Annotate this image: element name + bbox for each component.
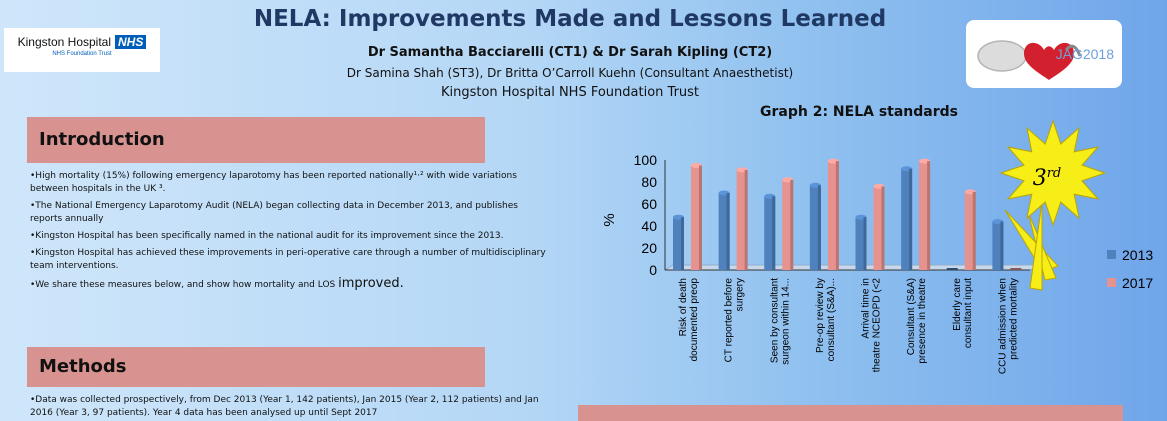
bar-2013: [764, 196, 776, 270]
y-tick-label: 80: [641, 174, 657, 190]
bar-shade-2013: [772, 196, 776, 270]
authors-other: Dr Samina Shah (ST3), Dr Britta O’Carrol…: [346, 66, 794, 80]
bar-shade-2013: [909, 168, 913, 270]
poster-title: NELA: Improvements Made and Lessons Lear…: [253, 6, 887, 32]
intro-bullet: •Kingston Hospital has achieved these im…: [30, 248, 546, 271]
bar-shade-2017: [790, 179, 794, 270]
legend-label-2013: 2013: [1122, 247, 1153, 263]
x-category-label: Arrival time intheatre NCEOPD (<2: [861, 278, 883, 373]
intro-bullet-last: •We share these measures below, and show…: [30, 277, 550, 292]
bar-shade-2013: [681, 217, 684, 270]
bar-shade-2013: [863, 217, 867, 270]
bar-2013: [855, 217, 867, 270]
authors-main: Dr Samantha Bacciarelli (CT1) & Dr Sarah…: [367, 45, 773, 60]
x-category-label: CCU admission whenpredicted mortality: [997, 278, 1019, 374]
legend-swatch-2013: [1107, 250, 1116, 259]
bar-shade-2013: [726, 193, 730, 270]
x-category-label: Seen by consultantsurgeon within 14...: [769, 278, 791, 365]
bar-shade-2017: [699, 165, 702, 270]
y-tick-label: 40: [641, 218, 657, 234]
logo-hospital-name: Kingston Hospital NHS: [4, 35, 160, 49]
bar-shade-2017: [744, 169, 748, 270]
bar-2017: [736, 169, 748, 270]
bar-2013: [946, 268, 958, 270]
bar-2017: [827, 161, 839, 270]
legend-label-2017: 2017: [1122, 275, 1153, 291]
intro-bullet: •The National Emergency Laparotomy Audit…: [30, 201, 518, 224]
bar-2017: [873, 186, 885, 270]
y-axis-label: %: [601, 213, 618, 226]
bar-2013: [718, 193, 730, 270]
intro-bullet-last-text: •We share these measures below, and show…: [30, 280, 339, 290]
introduction-heading: Introduction: [27, 117, 485, 163]
callout-tail: [1029, 201, 1043, 291]
kingston-hospital-logo: Kingston Hospital NHS NHS Foundation Trus…: [4, 28, 160, 72]
methods-heading: Methods: [27, 347, 485, 387]
bar-2013: [992, 221, 1004, 270]
y-tick-label: 20: [641, 240, 657, 256]
y-tick-label: 100: [634, 152, 658, 168]
star-annotation-text: 3rd: [1033, 166, 1062, 191]
heart-stethoscope-icon: [977, 40, 1082, 80]
nela-standards-chart: 0 20 40 60 80 100% Risk of deathdocumented pre…: [601, 120, 1153, 374]
bar-2013: [901, 168, 913, 270]
results-heading-bar: [578, 405, 1123, 421]
institution: Kingston Hospital NHS Foundation Trust: [440, 85, 700, 100]
star-burst-icon: [999, 120, 1107, 227]
methods-bullet: •Data was collected prospectively, from …: [30, 395, 539, 418]
x-category-label: Risk of deathdocumented preop: [678, 278, 700, 362]
bar-shade-2013: [1000, 221, 1004, 270]
bar-shade-2017: [881, 186, 885, 270]
x-category-label: Consultant (S&A)presence in theatre: [906, 278, 928, 364]
logo-name-text: Kingston Hospital: [17, 35, 112, 49]
bar-2013: [809, 185, 821, 270]
bar-2017: [1010, 268, 1022, 270]
intro-bullet: •Kingston Hospital has been specifically…: [30, 231, 504, 241]
bar-shade-2017: [835, 161, 839, 270]
jag-logo-text: JAG2018: [1055, 46, 1114, 62]
y-tick-label: 0: [649, 262, 657, 278]
jag-logo: JAG2018: [966, 20, 1122, 88]
bar-2017: [782, 179, 794, 270]
bar-2017: [691, 165, 702, 270]
bar-shade-2017: [972, 191, 976, 270]
methods-text: •Data was collected prospectively, from …: [30, 394, 550, 420]
logo-trust-text: NHS Foundation Trust: [52, 51, 112, 57]
nhs-badge: NHS: [115, 35, 147, 49]
x-category-label: CT reported beforesurgery: [724, 278, 746, 363]
introduction-bullets: •High mortality (15%) following emergenc…: [30, 170, 550, 296]
x-category-label: Elderly careconsultant input: [952, 278, 974, 348]
chart-title: Graph 2: NELA standards: [760, 104, 958, 120]
intro-bullet-emph: improved.: [338, 276, 404, 291]
bar-shade-2017: [927, 161, 931, 270]
bar-2013: [673, 217, 684, 270]
y-tick-label: 60: [641, 196, 657, 212]
intro-bullet: •High mortality (15%) following emergenc…: [30, 171, 517, 194]
bar-2017: [964, 191, 976, 270]
bar-2017: [919, 161, 931, 270]
legend-swatch-2017: [1107, 278, 1116, 287]
x-category-label: Pre-op review byconsultant (S&A)...: [815, 278, 837, 361]
bar-shade-2013: [817, 185, 821, 270]
